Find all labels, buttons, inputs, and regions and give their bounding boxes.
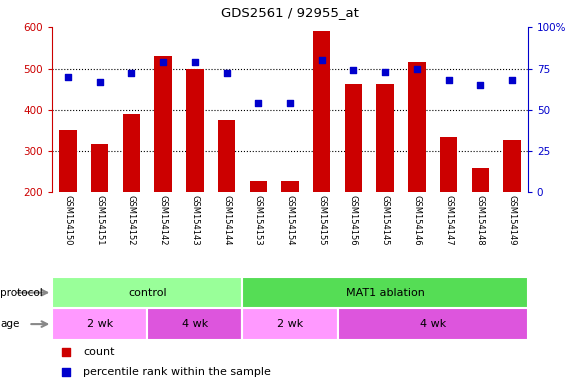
Text: age: age xyxy=(0,319,19,329)
Bar xyxy=(472,169,489,192)
Bar xyxy=(186,68,204,192)
Text: GSM154145: GSM154145 xyxy=(380,195,390,245)
Point xyxy=(158,59,168,65)
Bar xyxy=(440,137,457,192)
Bar xyxy=(503,141,521,192)
Point xyxy=(222,70,231,76)
Point xyxy=(62,369,71,375)
Text: count: count xyxy=(83,347,115,357)
Text: GSM154150: GSM154150 xyxy=(64,195,72,245)
Point xyxy=(444,77,453,83)
Text: GSM154154: GSM154154 xyxy=(285,195,295,245)
Bar xyxy=(147,308,242,340)
Text: GDS2561 / 92955_at: GDS2561 / 92955_at xyxy=(221,6,359,19)
Bar xyxy=(345,84,362,192)
Point xyxy=(63,74,72,80)
Text: 4 wk: 4 wk xyxy=(182,319,208,329)
Text: protocol: protocol xyxy=(0,288,43,298)
Point xyxy=(380,69,390,75)
Text: GSM154155: GSM154155 xyxy=(317,195,326,245)
Bar xyxy=(218,120,235,192)
Text: GSM154144: GSM154144 xyxy=(222,195,231,245)
Text: GSM154146: GSM154146 xyxy=(412,195,421,245)
Text: GSM154156: GSM154156 xyxy=(349,195,358,245)
Bar xyxy=(281,181,299,192)
Bar xyxy=(52,308,147,340)
Point xyxy=(285,100,295,106)
Bar xyxy=(154,56,172,192)
Point xyxy=(95,79,104,85)
Bar xyxy=(338,308,528,340)
Text: GSM154147: GSM154147 xyxy=(444,195,453,245)
Point xyxy=(127,70,136,76)
Bar xyxy=(52,277,242,308)
Bar xyxy=(242,308,338,340)
Text: GSM154149: GSM154149 xyxy=(508,195,516,245)
Text: percentile rank within the sample: percentile rank within the sample xyxy=(83,367,271,377)
Text: GSM154142: GSM154142 xyxy=(159,195,168,245)
Bar xyxy=(91,144,108,192)
Bar xyxy=(313,31,331,192)
Point xyxy=(190,59,200,65)
Point xyxy=(253,100,263,106)
Text: MAT1 ablation: MAT1 ablation xyxy=(346,288,425,298)
Text: GSM154148: GSM154148 xyxy=(476,195,485,245)
Text: 2 wk: 2 wk xyxy=(277,319,303,329)
Text: GSM154152: GSM154152 xyxy=(127,195,136,245)
Text: GSM154143: GSM154143 xyxy=(190,195,200,245)
Text: GSM154151: GSM154151 xyxy=(95,195,104,245)
Bar xyxy=(249,181,267,192)
Text: 4 wk: 4 wk xyxy=(419,319,446,329)
Bar xyxy=(242,277,528,308)
Text: 2 wk: 2 wk xyxy=(86,319,113,329)
Point xyxy=(476,82,485,88)
Bar xyxy=(376,84,394,192)
Point xyxy=(349,67,358,73)
Bar xyxy=(59,131,77,192)
Point xyxy=(62,349,71,355)
Text: GSM154153: GSM154153 xyxy=(254,195,263,245)
Bar xyxy=(408,62,426,192)
Point xyxy=(412,65,422,71)
Bar xyxy=(123,114,140,192)
Point xyxy=(508,77,517,83)
Point xyxy=(317,57,327,63)
Text: control: control xyxy=(128,288,166,298)
